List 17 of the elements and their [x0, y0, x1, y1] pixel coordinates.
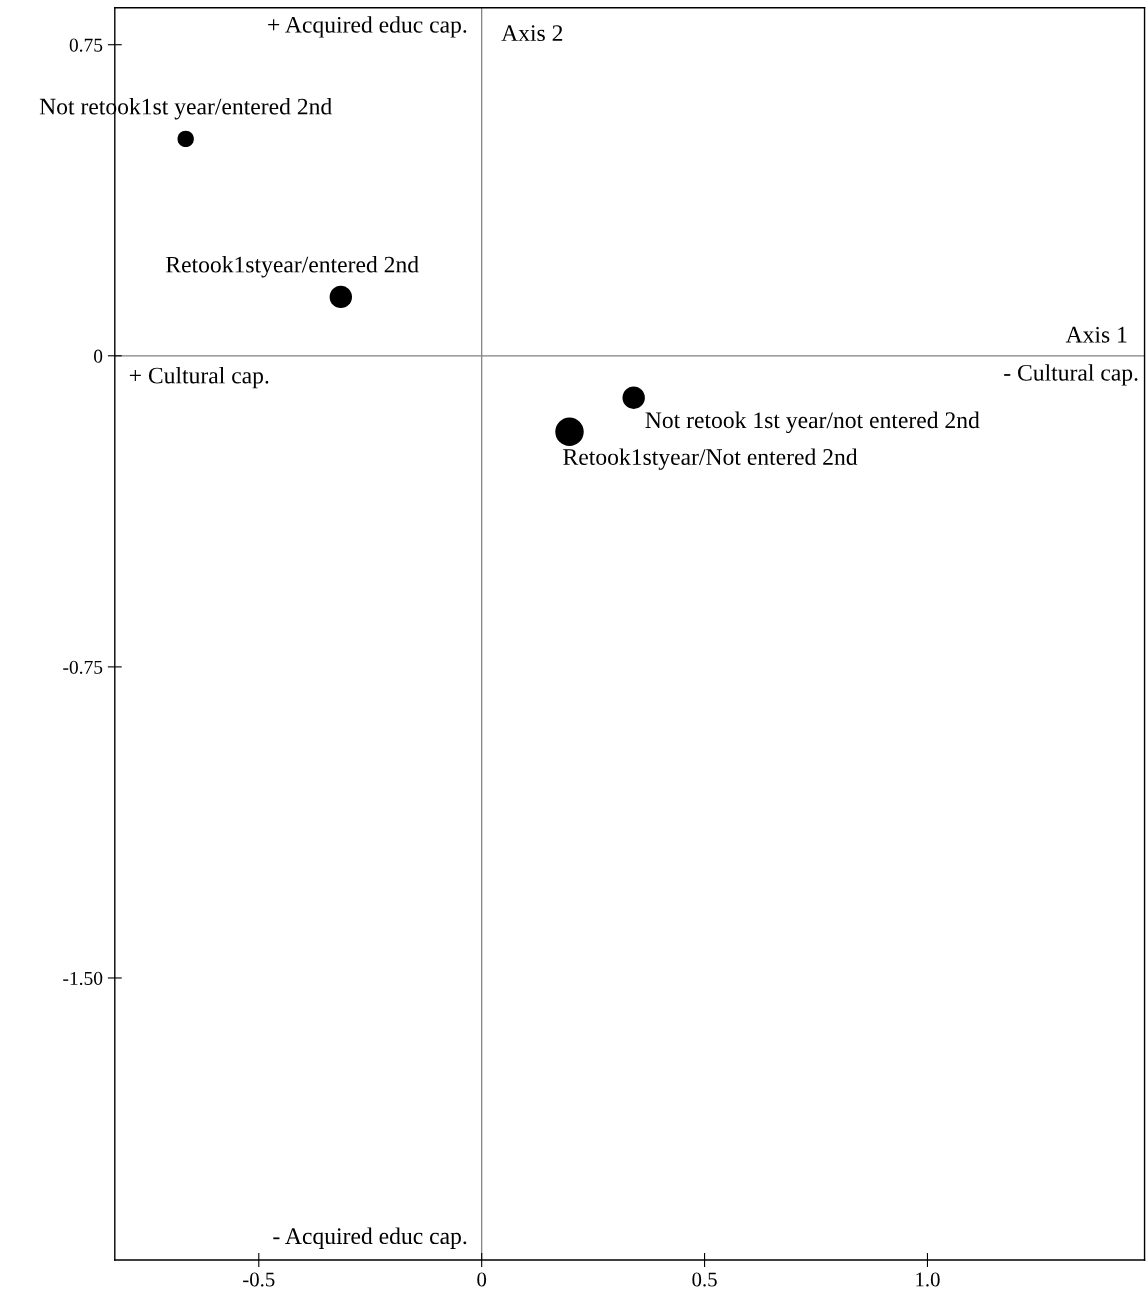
x-tick-label: 1.0: [916, 1272, 940, 1287]
ref-line-label: Axis 2: [501, 25, 563, 42]
x-tick-label: 0.5: [692, 1272, 717, 1287]
y-tick-label: -0.75: [63, 660, 103, 674]
ref-line-label: Axis 1: [1065, 326, 1127, 343]
y-tick-label: -1.50: [63, 971, 103, 985]
x-tick-label: 0: [477, 1272, 487, 1287]
annotation: - Cultural cap.: [1004, 364, 1138, 386]
annotation: + Cultural cap.: [129, 366, 269, 389]
y-tick-label: 0.75: [69, 38, 103, 52]
x-tick-label: -0.5: [243, 1272, 275, 1287]
series-label: Not retook 1st year/not entered 2nd: [645, 411, 980, 434]
y-tick-label: 0: [94, 349, 103, 363]
series-label: Retook1styear/entered 2nd: [166, 255, 419, 278]
series-label: Retook1styear/Not entered 2nd: [563, 448, 858, 470]
annotation: + Acquired educ cap.: [268, 16, 467, 38]
annotation: - Acquired educ cap.: [273, 1227, 467, 1249]
